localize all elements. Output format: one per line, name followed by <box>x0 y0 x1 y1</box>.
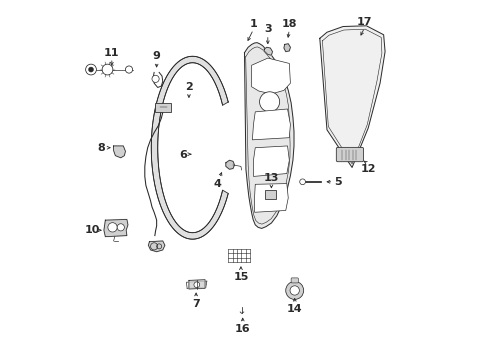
Text: 17: 17 <box>356 17 372 27</box>
Text: 12: 12 <box>360 164 375 174</box>
Polygon shape <box>254 184 287 212</box>
Polygon shape <box>151 56 228 239</box>
Text: 7: 7 <box>192 299 200 309</box>
FancyBboxPatch shape <box>290 278 298 283</box>
Polygon shape <box>264 47 272 55</box>
Circle shape <box>194 282 199 288</box>
Text: 1: 1 <box>249 19 257 29</box>
FancyBboxPatch shape <box>264 190 276 199</box>
Polygon shape <box>188 280 204 289</box>
FancyBboxPatch shape <box>155 103 171 112</box>
Circle shape <box>108 223 117 232</box>
Text: 9: 9 <box>152 51 160 61</box>
Text: 13: 13 <box>263 173 279 183</box>
Text: 8: 8 <box>97 143 105 153</box>
Circle shape <box>289 286 299 295</box>
Text: 5: 5 <box>333 177 341 187</box>
Polygon shape <box>284 44 290 51</box>
Polygon shape <box>244 42 293 228</box>
FancyBboxPatch shape <box>336 147 363 162</box>
Text: 2: 2 <box>184 82 192 92</box>
Polygon shape <box>252 109 290 140</box>
Polygon shape <box>225 160 234 169</box>
Circle shape <box>85 64 96 75</box>
Circle shape <box>152 75 159 82</box>
Polygon shape <box>251 58 290 94</box>
Text: 18: 18 <box>281 19 297 29</box>
Circle shape <box>299 179 305 185</box>
Text: 4: 4 <box>213 179 221 189</box>
Text: 10: 10 <box>84 225 100 235</box>
Circle shape <box>88 67 93 72</box>
Polygon shape <box>319 26 384 167</box>
Circle shape <box>117 224 124 231</box>
Text: 14: 14 <box>286 304 302 314</box>
Polygon shape <box>113 146 125 158</box>
Circle shape <box>102 64 113 75</box>
Text: 6: 6 <box>179 150 187 160</box>
Polygon shape <box>253 146 289 176</box>
Circle shape <box>125 66 132 73</box>
Circle shape <box>285 282 303 300</box>
Text: 15: 15 <box>233 272 248 282</box>
Circle shape <box>259 92 279 112</box>
Text: 11: 11 <box>104 48 120 58</box>
Polygon shape <box>104 220 128 237</box>
Text: 3: 3 <box>264 24 271 35</box>
Text: 16: 16 <box>234 324 250 334</box>
Polygon shape <box>148 241 164 252</box>
